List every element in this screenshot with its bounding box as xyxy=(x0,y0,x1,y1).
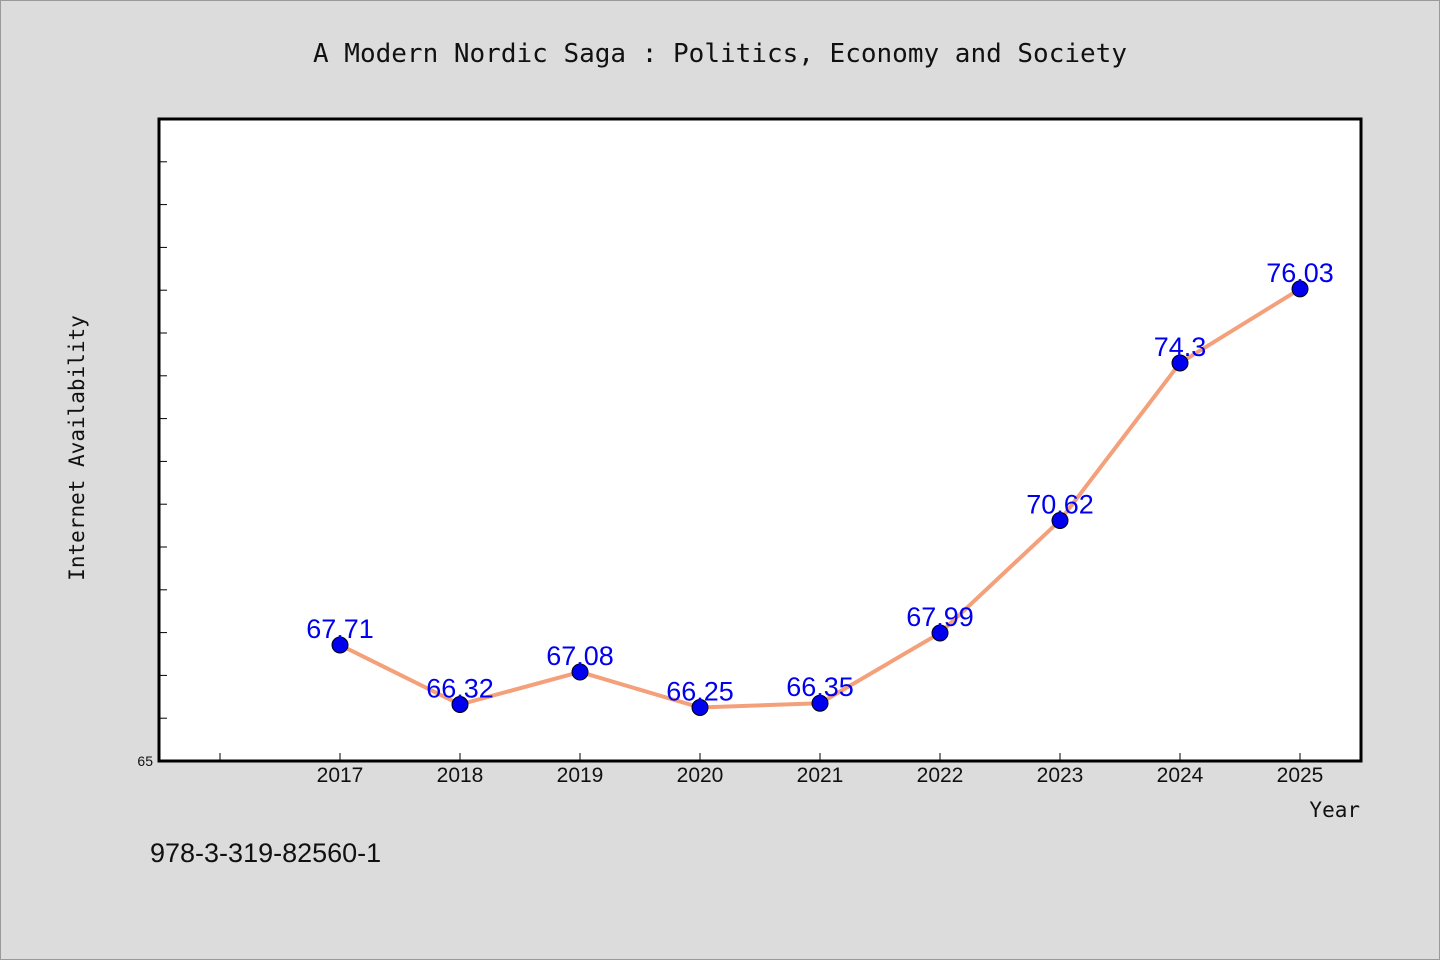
data-label: 66.25 xyxy=(666,677,734,707)
x-tick-label: 2025 xyxy=(1277,764,1324,787)
y-axis-ticks: 65 xyxy=(137,161,167,769)
x-tick-label: 2024 xyxy=(1157,764,1204,787)
x-tick-label: 2017 xyxy=(317,764,364,787)
data-label: 66.35 xyxy=(786,672,854,702)
x-tick-label: 2020 xyxy=(677,764,724,787)
x-tick-label: 2021 xyxy=(797,764,844,787)
x-tick-label: 2018 xyxy=(437,764,484,787)
data-label: 67.71 xyxy=(306,614,374,644)
chart-title: A Modern Nordic Saga : Politics, Economy… xyxy=(313,39,1127,69)
data-point xyxy=(571,663,589,681)
plot-area xyxy=(157,117,1363,763)
data-point xyxy=(931,624,949,642)
data-label: 76.03 xyxy=(1266,258,1334,288)
x-tick-label: 2019 xyxy=(557,764,604,787)
data-point xyxy=(451,696,469,714)
data-point xyxy=(691,699,709,716)
x-axis-ticks: 2017 2018 2019 2020 2021 2022 2023 2024 2025 xyxy=(219,753,1324,787)
series-group: 67.71 66.32 67.08 66.25 66.35 67.99 70.62 74.3 7… xyxy=(306,258,1334,716)
y-tick-label: 65 xyxy=(137,753,153,769)
data-label: 67.08 xyxy=(546,641,614,671)
data-point xyxy=(1051,511,1069,529)
x-tick-label: 2023 xyxy=(1037,764,1084,787)
data-label: 74.3 xyxy=(1154,332,1207,362)
x-axis-label: Year xyxy=(1309,798,1360,822)
data-point xyxy=(811,694,829,712)
x-tick-label: 2022 xyxy=(917,764,964,787)
data-point xyxy=(331,636,349,654)
data-label: 66.32 xyxy=(426,674,494,704)
data-label: 70.62 xyxy=(1026,489,1094,519)
data-point xyxy=(1171,354,1189,372)
data-label: 67.99 xyxy=(906,602,974,632)
footer-note: 978-3-319-82560-1 xyxy=(150,838,381,868)
y-axis-label: Internet Availability xyxy=(65,315,89,581)
data-point xyxy=(1291,280,1309,298)
